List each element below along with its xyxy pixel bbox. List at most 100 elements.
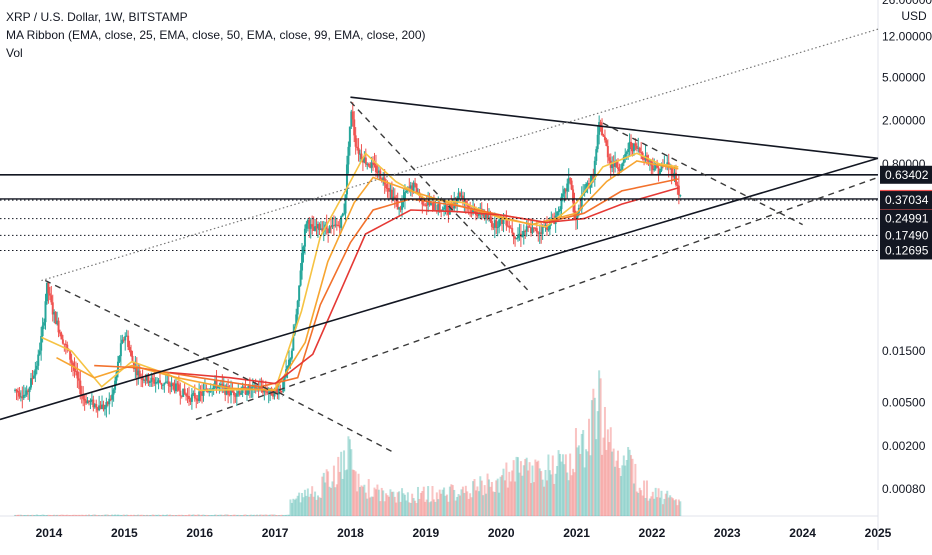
candle — [290, 350, 293, 359]
price-label-bg — [880, 241, 932, 260]
candle — [122, 339, 125, 341]
volume-bar — [137, 514, 140, 516]
candle — [448, 205, 451, 215]
candle — [163, 382, 166, 385]
candle — [201, 393, 204, 396]
volume-bar — [225, 514, 228, 516]
volume-bar — [260, 514, 263, 516]
candle — [238, 391, 241, 395]
volume-bar — [618, 468, 621, 516]
candle — [25, 390, 28, 395]
volume-bar — [440, 493, 443, 516]
candle — [572, 189, 575, 203]
candle — [35, 365, 38, 370]
candle — [359, 153, 362, 155]
volume-bar — [201, 514, 204, 516]
candle — [66, 344, 69, 350]
candle — [31, 378, 34, 380]
price-label[interactable]: 0.37034 — [885, 193, 929, 207]
candle — [593, 160, 596, 180]
volume-bar — [669, 495, 672, 516]
volume-bar — [321, 476, 324, 516]
price-label[interactable]: 0.63402 — [885, 168, 929, 182]
candle — [38, 350, 41, 355]
trendline[interactable] — [41, 28, 879, 282]
candle — [92, 399, 95, 408]
volume-legend[interactable]: Vol — [6, 46, 23, 60]
candle — [73, 366, 76, 371]
volume-bar — [551, 455, 554, 516]
volume-bar — [116, 514, 119, 516]
volume-bar — [493, 492, 496, 516]
trendline[interactable] — [350, 96, 879, 160]
volume-bar — [679, 501, 682, 516]
symbol-title[interactable]: XRP / U.S. Dollar, 1W, BITSTAMP — [6, 10, 188, 24]
trendline[interactable] — [349, 101, 529, 291]
candle — [230, 389, 233, 396]
volume-bar — [76, 514, 79, 516]
x-tick-label: 2017 — [262, 526, 289, 540]
volume-bar — [405, 500, 408, 516]
price-label[interactable]: 0.24991 — [885, 212, 929, 226]
volume-bar — [53, 514, 56, 516]
candle — [60, 333, 63, 340]
volume-bar — [509, 481, 512, 516]
ma-ribbon-legend[interactable]: MA Ribbon (EMA, close, 25, EMA, close, 5… — [6, 28, 426, 42]
trendline[interactable] — [602, 122, 803, 226]
candle — [369, 165, 372, 168]
volume-bar — [199, 515, 202, 516]
volume-bar — [56, 514, 59, 516]
volume-bar — [393, 496, 396, 516]
volume-bar — [425, 499, 428, 516]
price-label[interactable]: 0.12695 — [885, 243, 929, 257]
volume-bar — [161, 514, 164, 516]
candle — [296, 300, 299, 315]
volume-bar — [208, 515, 211, 516]
volume-bar — [401, 488, 404, 516]
trendline[interactable] — [0, 157, 879, 421]
volume-bar — [296, 495, 299, 516]
trendline[interactable] — [278, 391, 396, 455]
x-tick-label: 2023 — [714, 526, 741, 540]
volume-bar — [237, 514, 240, 516]
volume-bar — [328, 486, 331, 516]
price-label[interactable]: 0.17490 — [885, 228, 929, 242]
volume-bar — [532, 482, 535, 516]
candle — [180, 395, 183, 397]
candle — [506, 225, 509, 227]
volume-bar — [202, 514, 205, 516]
candle — [277, 388, 280, 395]
candle — [301, 253, 304, 271]
trendline[interactable] — [44, 279, 283, 398]
volume-bar — [603, 406, 606, 516]
candle — [186, 395, 189, 397]
candle — [338, 225, 341, 228]
volume-bar — [472, 481, 475, 516]
candle — [569, 178, 572, 181]
candle — [161, 384, 164, 386]
volume-bar — [187, 514, 190, 516]
candle — [83, 398, 86, 401]
candle — [531, 227, 534, 233]
candle — [374, 165, 377, 173]
volume-bar — [303, 489, 306, 516]
volume-bar — [235, 515, 238, 516]
volume-bar — [376, 484, 379, 516]
volume-bar — [316, 495, 319, 516]
volume-bar — [541, 479, 544, 516]
candle — [327, 228, 330, 234]
volume-bar — [409, 502, 412, 516]
x-tick-label: 2022 — [639, 526, 666, 540]
volume-bar — [499, 476, 502, 516]
candle — [672, 176, 675, 178]
volume-bar — [374, 489, 377, 516]
candle — [89, 401, 92, 403]
volume-bar — [528, 462, 531, 516]
volume-bar — [164, 514, 167, 516]
candle — [19, 396, 22, 398]
candle — [660, 165, 663, 171]
candle — [292, 334, 295, 351]
candle — [444, 205, 447, 208]
